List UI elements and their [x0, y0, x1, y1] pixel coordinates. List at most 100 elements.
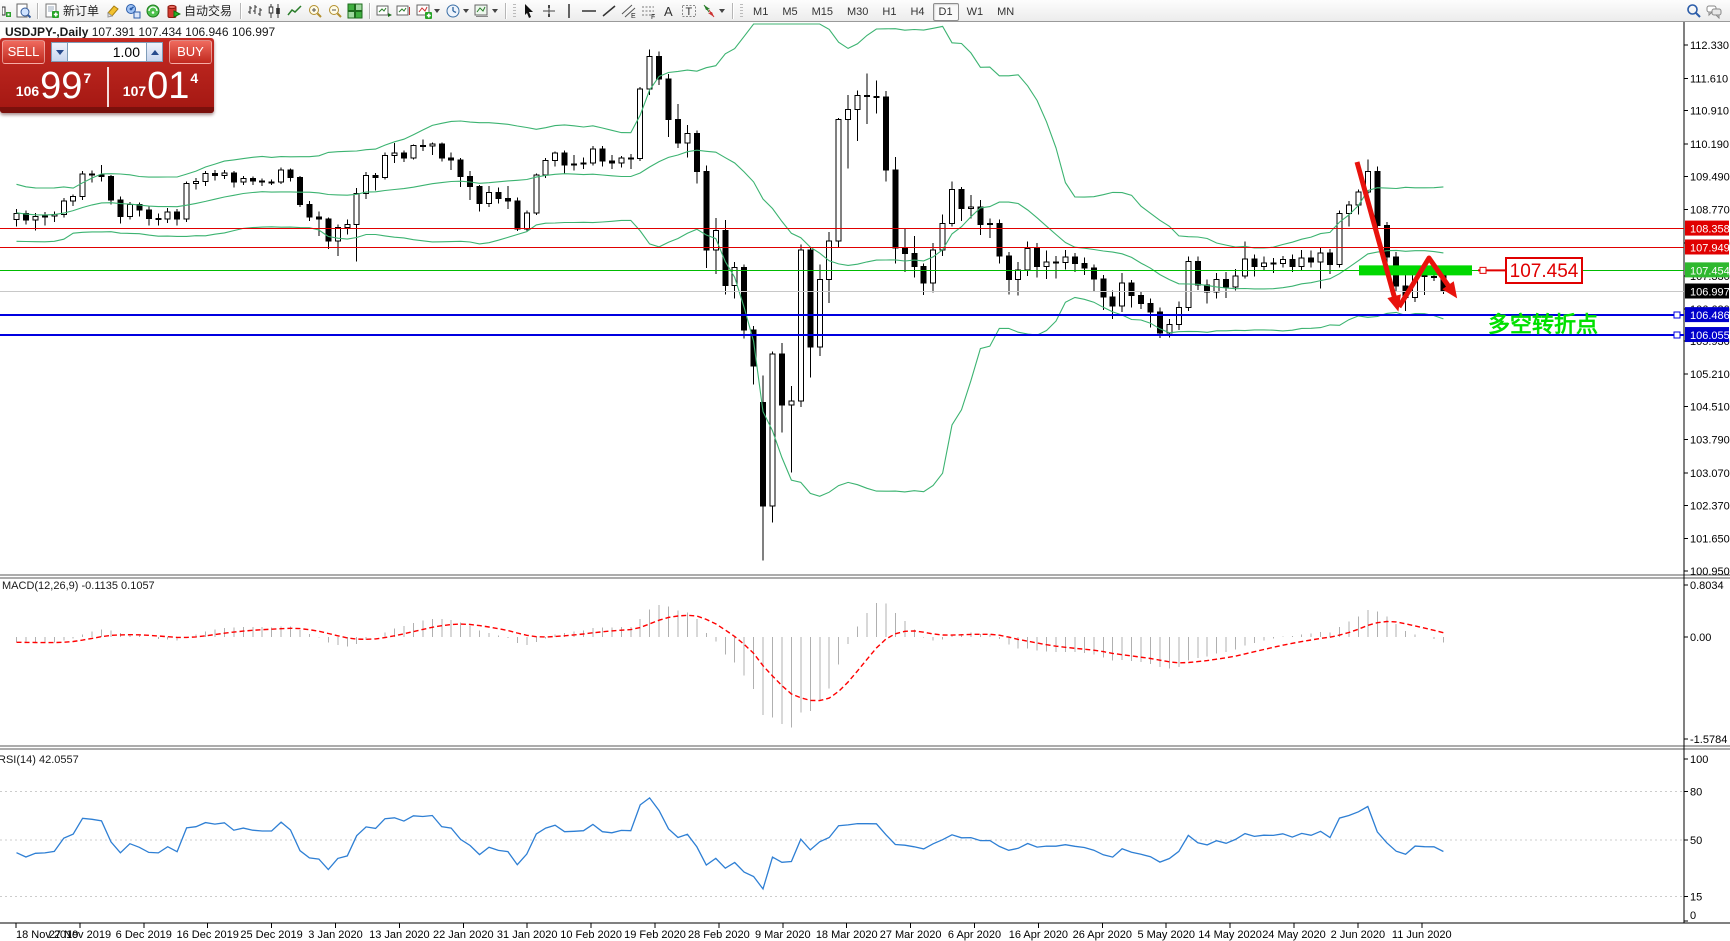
arrows-dropdown-caret[interactable]	[719, 8, 726, 13]
svg-text:19 Feb 2020: 19 Feb 2020	[624, 929, 686, 941]
arrow-head-icon	[1387, 294, 1401, 312]
toolbar-separator	[505, 2, 507, 19]
crosshair-icon[interactable]	[541, 3, 557, 19]
price-badge-text: 107.949	[1690, 242, 1730, 254]
periods-icon[interactable]	[445, 3, 461, 19]
trend-arrow-1[interactable]	[1354, 161, 1399, 304]
chart-area[interactable]: 107.454 多空转折点 112.330 111.610 110.910 110.190…	[0, 22, 1730, 941]
search-icon[interactable]	[1686, 3, 1702, 19]
sell-button[interactable]: SELL	[2, 40, 45, 64]
metaeditor-icon[interactable]	[105, 3, 121, 19]
buy-price[interactable]: 107 01 4	[107, 65, 214, 107]
toolbar-separator	[369, 2, 371, 19]
tile-windows-icon[interactable]	[347, 3, 363, 19]
periods-dropdown-caret[interactable]	[463, 8, 470, 13]
highlight-price-band[interactable]	[1359, 265, 1472, 276]
sell-price-pips: 99	[40, 65, 83, 107]
volume-input[interactable]	[68, 42, 146, 62]
main-toolbar: 新订单 自动交易 E F A T M1 M5 M15 M30 H1 H4 D1 W1 MN	[0, 0, 1730, 22]
bollinger-upper-band[interactable]	[16, 23, 1444, 249]
cursor-icon[interactable]	[521, 3, 537, 19]
rsi-line[interactable]	[16, 796, 1444, 891]
svg-text:13 Jan 2020: 13 Jan 2020	[369, 929, 430, 941]
timeframe-m15[interactable]: M15	[811, 5, 833, 18]
timeframe-h4[interactable]: H4	[910, 5, 925, 18]
text-tool-icon[interactable]: A	[661, 3, 677, 19]
timeframe-w1[interactable]: W1	[966, 5, 984, 18]
svg-text:27 Nov 2019: 27 Nov 2019	[49, 929, 111, 941]
svg-text:103.790: 103.790	[1690, 435, 1730, 447]
autotrading-button[interactable]: 自动交易	[184, 4, 233, 18]
chat-icon[interactable]	[1706, 3, 1722, 19]
trendline-tool-icon[interactable]	[601, 3, 617, 19]
buy-button[interactable]: BUY	[169, 40, 212, 64]
svg-text:E: E	[631, 13, 636, 19]
horizontal-line-tool-icon[interactable]	[581, 3, 597, 19]
timeframe-group: M1 M5 M15 M30 H1 H4 D1 W1 MN	[746, 2, 1021, 21]
auto-scroll-icon[interactable]	[376, 3, 393, 19]
symbol-period-label: USDJPY-,Daily	[5, 25, 89, 39]
buy-price-figure: 107	[122, 83, 147, 99]
templates-icon[interactable]	[474, 3, 490, 19]
timeframe-m5[interactable]: M5	[782, 5, 798, 18]
chart-shift-icon[interactable]	[396, 3, 412, 19]
rsi-axis-label: 15	[1690, 892, 1702, 904]
price-badge-text: 106.055	[1690, 330, 1730, 342]
svg-text:10 Feb 2020: 10 Feb 2020	[560, 929, 622, 941]
line-handle[interactable]	[1673, 311, 1681, 319]
line-handle[interactable]	[1673, 331, 1681, 339]
strategy-tester-icon[interactable]	[125, 3, 141, 19]
arrows-tool-icon[interactable]	[701, 3, 717, 19]
volume-increase-button[interactable]	[146, 42, 163, 62]
new-order-button[interactable]: 新订单	[63, 4, 100, 18]
zoom-in-icon[interactable]	[307, 3, 323, 19]
timeframe-d1[interactable]: D1	[932, 2, 959, 21]
bollinger-lower-band[interactable]	[16, 219, 1444, 497]
candlestick-mode-icon[interactable]	[267, 3, 283, 19]
zoom-out-icon[interactable]	[327, 3, 343, 19]
indicators-dropdown-caret[interactable]	[434, 8, 441, 13]
sell-price[interactable]: 106 99 7	[0, 65, 107, 107]
one-click-trading-panel: SELL BUY 106 99 7 107 01 4	[0, 38, 214, 113]
print-preview-icon[interactable]	[15, 3, 31, 19]
timeframe-m1[interactable]: M1	[753, 5, 769, 18]
templates-dropdown-caret[interactable]	[492, 8, 499, 13]
fibonacci-tool-icon[interactable]: F	[641, 3, 657, 19]
timeframe-h1[interactable]: H1	[882, 5, 897, 18]
macd-signal-line[interactable]	[16, 614, 1444, 702]
svg-text:104.510: 104.510	[1690, 401, 1730, 413]
new-order-icon[interactable]	[44, 3, 60, 19]
svg-text:105.210: 105.210	[1690, 369, 1730, 381]
rsi-axis-label: 0	[1690, 910, 1696, 922]
svg-text:A: A	[664, 4, 673, 19]
sell-price-figure: 106	[15, 83, 40, 99]
svg-text:24 May 2020: 24 May 2020	[1262, 929, 1326, 941]
price-callout-box[interactable]	[1505, 257, 1583, 284]
new-chart-icon[interactable]	[2, 3, 11, 19]
svg-text:9 Mar 2020: 9 Mar 2020	[755, 929, 811, 941]
indicators-icon[interactable]	[416, 3, 433, 19]
price-badge	[1685, 307, 1729, 323]
autotrading-icon[interactable]	[165, 3, 182, 19]
text-label-tool-icon[interactable]: T	[681, 3, 697, 19]
equidistant-channel-tool-icon[interactable]: E	[621, 3, 637, 19]
turning-point-label[interactable]: 多空转折点	[1488, 312, 1598, 338]
vertical-line-tool-icon[interactable]	[561, 3, 577, 19]
buy-price-pips: 01	[147, 65, 190, 107]
bar-chart-mode-icon[interactable]	[247, 3, 263, 19]
timeframe-m30[interactable]: M30	[847, 5, 869, 18]
callout-handle[interactable]	[1479, 266, 1487, 274]
signals-icon[interactable]	[145, 3, 161, 19]
svg-text:16 Dec 2019: 16 Dec 2019	[177, 929, 239, 941]
svg-text:108.770: 108.770	[1690, 205, 1730, 217]
bollinger-middle-band[interactable]	[16, 149, 1444, 290]
svg-text:18 Mar 2020: 18 Mar 2020	[816, 929, 878, 941]
volume-decrease-button[interactable]	[51, 42, 68, 62]
trend-arrow-2[interactable]	[1396, 255, 1455, 309]
rsi-axis-label: 80	[1690, 786, 1702, 798]
timeframe-mn[interactable]: MN	[997, 5, 1015, 18]
line-chart-mode-icon[interactable]	[287, 3, 303, 19]
price-divider	[107, 67, 109, 107]
